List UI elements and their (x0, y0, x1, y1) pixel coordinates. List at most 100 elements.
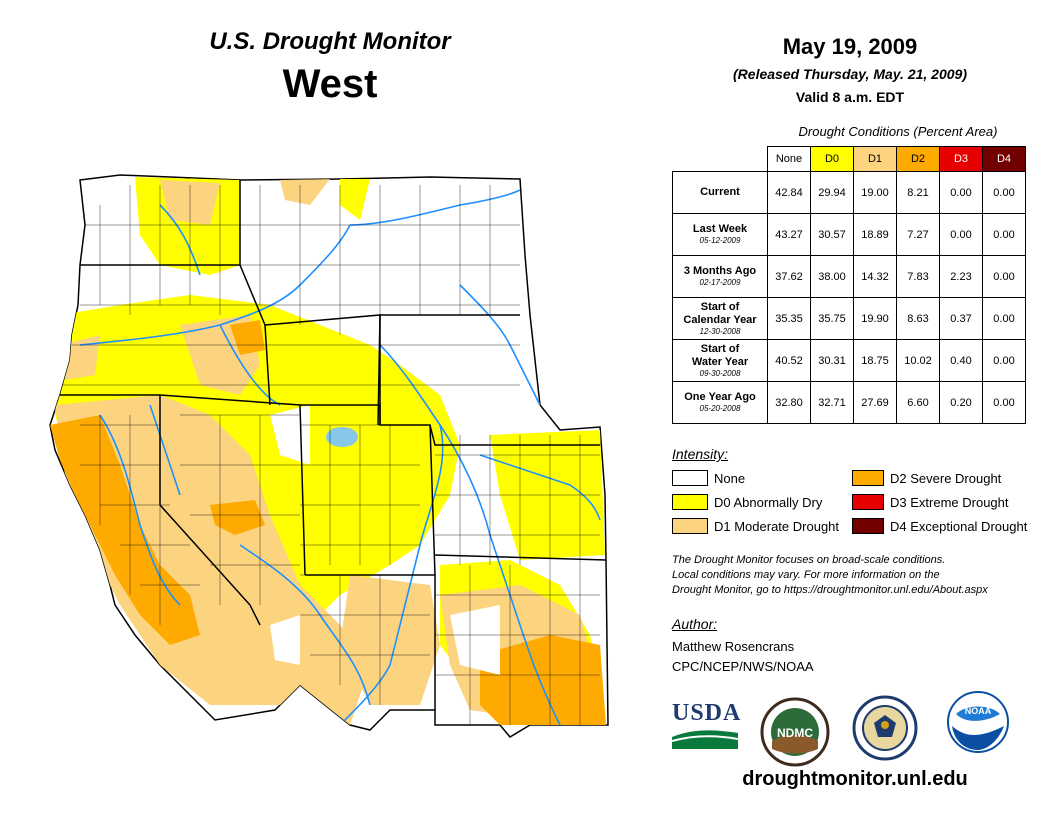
row-label-one-year: One Year Ago 05-20-2008 (672, 381, 768, 424)
commerce-seal-icon (852, 695, 918, 761)
valid-time: Valid 8 a.m. EDT (795, 89, 905, 105)
legend-col-2: D2 Severe Drought D3 Extreme Drought D4 … (852, 470, 1027, 534)
table-cell: 43.27 (767, 213, 811, 256)
noaa-logo: NOAA (947, 691, 1009, 753)
table-corner (673, 147, 768, 172)
table-cell: 0.00 (982, 381, 1026, 424)
table-cell: 7.27 (896, 213, 940, 256)
table-cell: 0.00 (982, 255, 1026, 298)
legend-label: D2 Severe Drought (890, 470, 1002, 486)
table-cell: 18.89 (853, 213, 897, 256)
legend-swatch (672, 470, 708, 486)
legend-title: Intensity: (672, 446, 729, 462)
table-cell: 0.00 (982, 297, 1026, 340)
legend-item-d1: D1 Moderate Drought (672, 518, 839, 534)
legend-col-1: None D0 Abnormally Dry D1 Moderate Droug… (672, 470, 839, 534)
legend-swatch (852, 470, 884, 486)
author-block: Matthew Rosencrans CPC/NCEP/NWS/NOAA (672, 637, 814, 677)
legend-item-d4: D4 Exceptional Drought (852, 518, 1027, 534)
conditions-caption: Drought Conditions (Percent Area) (798, 124, 998, 139)
legend-label: D1 Moderate Drought (714, 518, 840, 534)
great-salt-lake (326, 427, 358, 447)
row-label-3-months: 3 Months Ago 02-17-2009 (672, 255, 768, 298)
table-cell: 0.37 (939, 297, 983, 340)
table-cell: 0.00 (939, 171, 983, 214)
map-date: May 19, 2009 (782, 34, 918, 59)
table-cell: 42.84 (767, 171, 811, 214)
table-row: One Year Ago 05-20-2008 32.80 32.71 27.69… (672, 381, 1026, 424)
table-cell: 7.83 (896, 255, 940, 298)
table-cell: 10.02 (896, 339, 940, 382)
col-d2: D2 (896, 146, 940, 172)
table-cell: 8.21 (896, 171, 940, 214)
col-none: None (767, 146, 811, 172)
table-cell: 30.31 (810, 339, 854, 382)
author-name: Matthew Rosencrans (672, 639, 795, 654)
table-cell: 19.00 (853, 171, 897, 214)
table-cell: 19.90 (853, 297, 897, 340)
drought-map (49, 174, 609, 738)
table-cell: 0.00 (982, 339, 1026, 382)
table-cell: 0.00 (982, 171, 1026, 214)
col-d1: D1 (853, 146, 897, 172)
table-cell: 40.52 (767, 339, 811, 382)
table-cell: 18.75 (853, 339, 897, 382)
legend-swatch (852, 518, 884, 534)
legend-label: None (714, 470, 746, 486)
legend-swatch (852, 494, 884, 510)
table-cell: 29.94 (810, 171, 854, 214)
table-cell: 35.35 (767, 297, 811, 340)
table-row: Current 42.84 29.94 19.00 8.21 0.00 0.00 (672, 171, 1026, 214)
row-label-current: Current (672, 171, 768, 214)
table-cell: 35.75 (810, 297, 854, 340)
row-label-water-year: Start of Water Year 09-30-2008 (672, 339, 768, 382)
legend-item-d2: D2 Severe Drought (852, 470, 1027, 486)
footer-url[interactable]: droughtmonitor.unl.edu (742, 768, 968, 790)
svg-text:NDMC: NDMC (777, 726, 813, 740)
legend-label: D4 Exceptional Drought (890, 518, 1028, 534)
table-row: 3 Months Ago 02-17-2009 37.62 38.00 14.32… (672, 255, 1026, 298)
table-cell: 14.32 (853, 255, 897, 298)
table-row: Last Week 05-12-2009 43.27 30.57 18.89 7.… (672, 213, 1026, 256)
release-date: (Released Thursday, May. 21, 2009) (733, 66, 967, 82)
disclaimer-note: The Drought Monitor focuses on broad-sca… (672, 554, 988, 596)
usda-hills-icon (671, 730, 739, 749)
legend-label: D3 Extreme Drought (890, 494, 1009, 510)
col-d0: D0 (810, 146, 854, 172)
col-d4: D4 (982, 146, 1026, 172)
table-cell: 32.71 (810, 381, 854, 424)
row-label-last-week: Last Week 05-12-2009 (672, 213, 768, 256)
table-cell: 38.00 (810, 255, 854, 298)
table-cell: 30.57 (810, 213, 854, 256)
d2-areas (50, 320, 606, 725)
table-cell: 6.60 (896, 381, 940, 424)
map-title: U.S. Drought Monitor (209, 28, 451, 55)
rivers (79, 189, 601, 726)
legend-item-d0: D0 Abnormally Dry (672, 494, 839, 510)
table-cell: 0.40 (939, 339, 983, 382)
table-cell: 27.69 (853, 381, 897, 424)
table-cell: 32.80 (767, 381, 811, 424)
legend-swatch (672, 518, 708, 534)
ndmc-logo: NDMC (760, 697, 830, 767)
table-cell: 37.62 (767, 255, 811, 298)
table-cell: 0.00 (982, 213, 1026, 256)
legend-item-none: None (672, 470, 839, 486)
legend-swatch (672, 494, 708, 510)
table-row: Start of Calendar Year 12-30-2008 35.35 35… (672, 297, 1026, 340)
table-row: Start of Water Year 09-30-2008 40.52 30.31… (672, 339, 1026, 382)
table-header-row: None D0 D1 D2 D3 D4 (673, 146, 1026, 172)
author-org: CPC/NCEP/NWS/NOAA (672, 659, 814, 674)
table-cell: 0.00 (939, 213, 983, 256)
table-cell: 0.20 (939, 381, 983, 424)
author-title: Author: (672, 616, 718, 632)
state-borders (60, 180, 607, 710)
region-title: West (282, 62, 378, 106)
legend-label: D0 Abnormally Dry (714, 494, 823, 510)
row-label-calendar-year: Start of Calendar Year 12-30-2008 (672, 297, 768, 340)
drought-stats-table: None D0 D1 D2 D3 D4 Current 42.84 29.94 … (672, 146, 1026, 424)
table-cell: 2.23 (939, 255, 983, 298)
svg-text:NOAA: NOAA (965, 706, 992, 716)
usda-logo: USDA (671, 700, 740, 750)
legend-item-d3: D3 Extreme Drought (852, 494, 1027, 510)
